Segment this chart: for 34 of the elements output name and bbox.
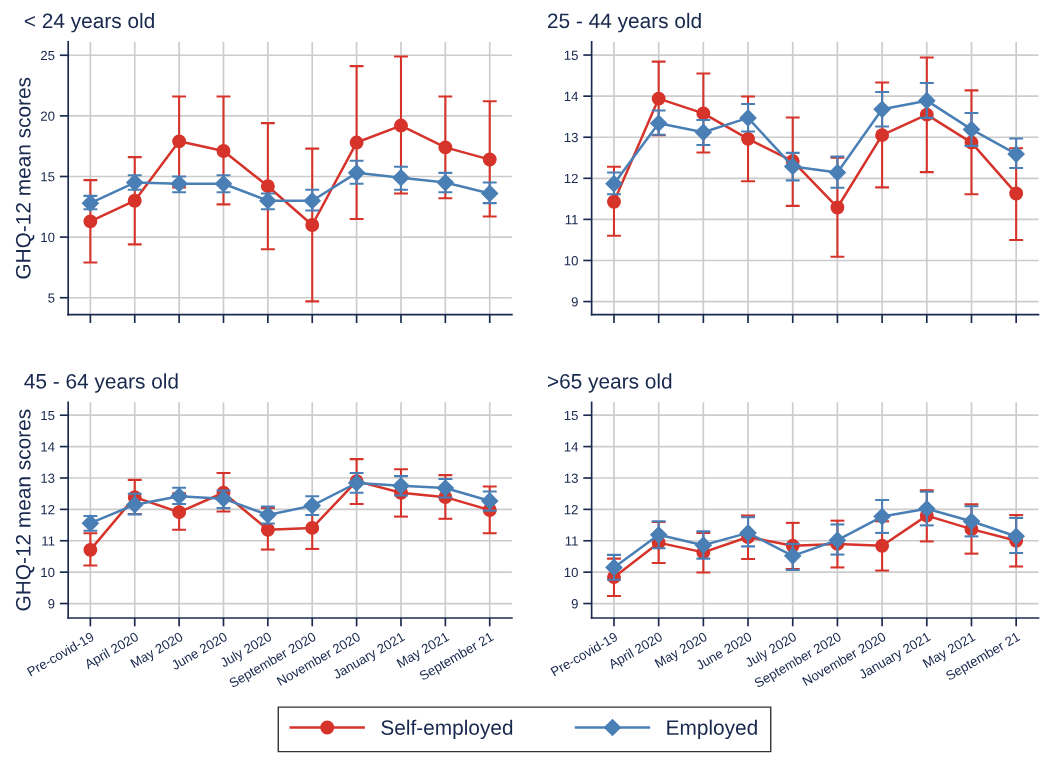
y-tick-label: 12 (564, 504, 578, 515)
y-axis-title: GHQ-12 mean scores (15, 409, 35, 611)
y-tick-label: 5 (48, 293, 55, 303)
y-tick-label: 10 (41, 567, 55, 578)
y-tick-label: 10 (41, 232, 55, 243)
y-tick-label: 14 (564, 91, 579, 101)
y-tick-label: 20 (40, 111, 55, 121)
y-tick-label: 12 (564, 173, 578, 184)
y-tick-label: 9 (571, 599, 578, 609)
legend-label: Self-employed (381, 719, 513, 740)
y-tick-label: 14 (564, 442, 579, 452)
y-tick-label: 10 (564, 256, 578, 266)
y-tick-label: 15 (564, 50, 578, 60)
y-tick-label: 10 (564, 567, 578, 578)
y-tick-label: 11 (565, 536, 578, 546)
chart-title: >65 years old (547, 373, 672, 393)
y-tick-label: 9 (48, 599, 55, 609)
y-tick-label: 25 (40, 50, 55, 61)
y-tick-label: 13 (41, 473, 55, 483)
y-tick-label: 12 (41, 504, 55, 515)
chart-title: 45 - 64 years old (24, 373, 178, 393)
chart-title: 25 - 44 years old (548, 12, 701, 33)
y-tick-label: 15 (564, 410, 578, 421)
y-tick-label: 11 (565, 215, 578, 225)
y-tick-label: 13 (564, 473, 578, 483)
y-tick-label: 14 (41, 442, 55, 452)
y-axis-title: GHQ-12 mean scores (15, 77, 35, 279)
y-tick-label: 15 (41, 410, 55, 421)
y-tick-label: 15 (41, 172, 55, 182)
y-tick-label: 9 (571, 297, 578, 307)
y-tick-label: 11 (42, 536, 55, 546)
y-tick-label: 13 (564, 132, 578, 143)
chart-title: < 24 years old (24, 12, 154, 33)
legend-label: Employed (667, 719, 757, 740)
